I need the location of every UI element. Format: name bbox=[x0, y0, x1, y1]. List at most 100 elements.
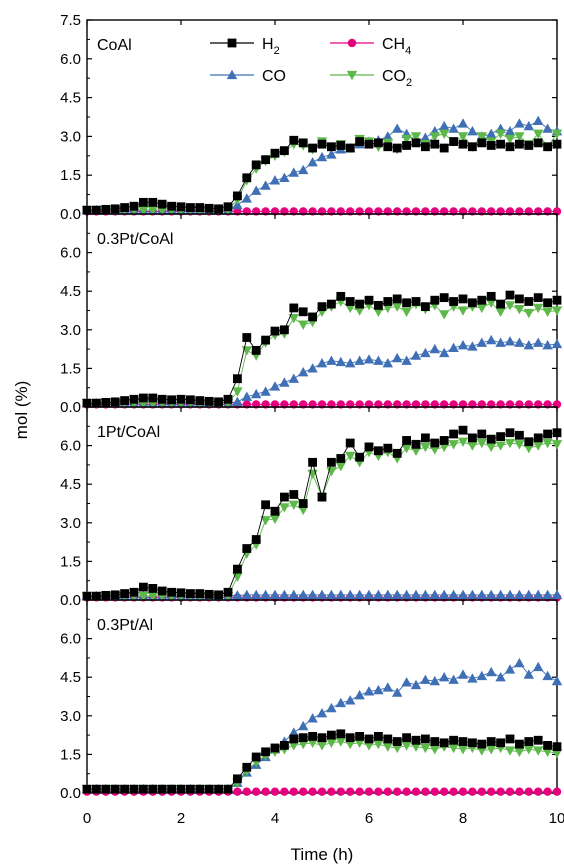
y-tick-label: 1.5 bbox=[60, 746, 81, 763]
data-point-co2 bbox=[401, 134, 412, 145]
data-point-h2 bbox=[524, 437, 534, 447]
legend-label: CO2 bbox=[382, 68, 412, 89]
data-point-co bbox=[316, 708, 328, 718]
data-point-h2 bbox=[261, 500, 270, 510]
data-point-co2 bbox=[457, 745, 469, 755]
data-point-h2 bbox=[402, 141, 411, 150]
data-point-ch4 bbox=[515, 787, 524, 796]
data-point-h2 bbox=[195, 203, 205, 212]
data-point-h2 bbox=[496, 299, 505, 309]
data-point-co bbox=[288, 167, 299, 177]
data-point-h2 bbox=[120, 784, 129, 794]
data-point-h2 bbox=[204, 203, 214, 213]
data-point-h2 bbox=[139, 582, 148, 592]
data-point-ch4 bbox=[421, 787, 430, 796]
data-point-co bbox=[420, 347, 431, 358]
legend-item-co: CO bbox=[210, 68, 286, 85]
y-tick-label: 1.5 bbox=[60, 360, 81, 377]
series-line-co2 bbox=[87, 441, 558, 597]
y-tick-label: 6.0 bbox=[60, 245, 81, 262]
data-point-h2 bbox=[486, 737, 496, 746]
data-point-co2 bbox=[542, 307, 553, 317]
data-point-co bbox=[326, 702, 337, 713]
data-point-co bbox=[439, 589, 450, 600]
data-point-h2 bbox=[214, 397, 223, 407]
data-point-co2 bbox=[523, 444, 534, 454]
data-point-ch4 bbox=[327, 787, 336, 796]
data-point-co2 bbox=[486, 298, 497, 308]
data-point-h2 bbox=[167, 784, 176, 794]
data-point-h2 bbox=[298, 307, 308, 317]
data-point-co2 bbox=[288, 500, 299, 510]
data-point-h2 bbox=[280, 740, 289, 750]
data-point-h2 bbox=[82, 591, 92, 601]
legend-marker-h2 bbox=[227, 38, 237, 48]
data-point-h2 bbox=[317, 302, 327, 312]
data-point-h2 bbox=[233, 374, 242, 384]
data-point-h2 bbox=[223, 587, 233, 597]
data-point-h2 bbox=[439, 738, 449, 748]
data-point-h2 bbox=[524, 297, 534, 306]
data-point-co2 bbox=[335, 462, 346, 472]
data-point-h2 bbox=[167, 587, 176, 597]
data-point-ch4 bbox=[308, 787, 317, 796]
y-tick-label: 0.0 bbox=[60, 785, 81, 802]
data-point-h2 bbox=[392, 143, 402, 153]
data-point-h2 bbox=[449, 735, 458, 745]
data-point-co bbox=[467, 341, 478, 351]
legend-item-h2: H2 bbox=[210, 36, 280, 57]
data-point-co bbox=[439, 347, 450, 358]
data-point-h2 bbox=[214, 590, 223, 600]
x-axis-title: Time (h) bbox=[291, 845, 354, 864]
data-point-h2 bbox=[458, 425, 468, 435]
data-point-co bbox=[326, 355, 337, 365]
data-point-co bbox=[382, 682, 393, 692]
data-point-ch4 bbox=[289, 787, 298, 796]
data-point-h2 bbox=[261, 747, 270, 757]
x-tick-label: 10 bbox=[549, 810, 564, 827]
data-point-co bbox=[288, 589, 299, 600]
y-tick-label: 4.5 bbox=[60, 283, 81, 300]
data-point-co bbox=[457, 669, 469, 679]
series-co2 bbox=[81, 297, 563, 409]
data-point-h2 bbox=[496, 139, 505, 149]
data-point-h2 bbox=[345, 438, 355, 448]
data-point-h2 bbox=[383, 297, 393, 306]
data-point-h2 bbox=[233, 564, 242, 574]
data-point-ch4 bbox=[534, 787, 543, 796]
data-point-h2 bbox=[458, 737, 468, 746]
data-point-co2 bbox=[373, 307, 384, 317]
data-point-co2 bbox=[439, 129, 450, 140]
data-point-h2 bbox=[430, 737, 440, 746]
data-point-h2 bbox=[186, 203, 195, 212]
y-axis-title: mol (%) bbox=[12, 381, 31, 440]
data-point-h2 bbox=[439, 143, 449, 153]
data-point-h2 bbox=[439, 293, 449, 303]
data-point-h2 bbox=[280, 492, 289, 502]
data-point-co2 bbox=[410, 742, 422, 752]
data-point-h2 bbox=[110, 204, 120, 214]
data-point-co bbox=[495, 337, 506, 347]
legend: H2 CH4 CO CO2 bbox=[210, 36, 412, 89]
data-point-h2 bbox=[524, 141, 534, 150]
panel-frame bbox=[86, 19, 558, 215]
data-point-ch4 bbox=[402, 787, 411, 796]
data-point-h2 bbox=[449, 297, 458, 306]
data-point-co bbox=[514, 337, 525, 347]
data-point-co2 bbox=[476, 303, 487, 314]
data-point-h2 bbox=[496, 432, 505, 441]
y-tick-label: 0.0 bbox=[60, 206, 81, 223]
y-tick-label: 3.0 bbox=[60, 128, 81, 145]
data-point-ch4 bbox=[524, 787, 533, 796]
panel-3: 0.0 1.5 3.0 4.5 6.0 1Pt/CoAl bbox=[60, 406, 563, 609]
data-point-h2 bbox=[157, 586, 167, 596]
data-point-co bbox=[551, 589, 563, 600]
data-point-co bbox=[486, 128, 497, 138]
data-point-h2 bbox=[392, 737, 402, 746]
data-point-co2 bbox=[382, 742, 393, 752]
data-point-co bbox=[486, 589, 497, 600]
data-point-co bbox=[486, 334, 497, 345]
data-point-co bbox=[298, 164, 309, 175]
data-point-ch4 bbox=[261, 787, 270, 796]
data-point-h2 bbox=[120, 396, 129, 405]
